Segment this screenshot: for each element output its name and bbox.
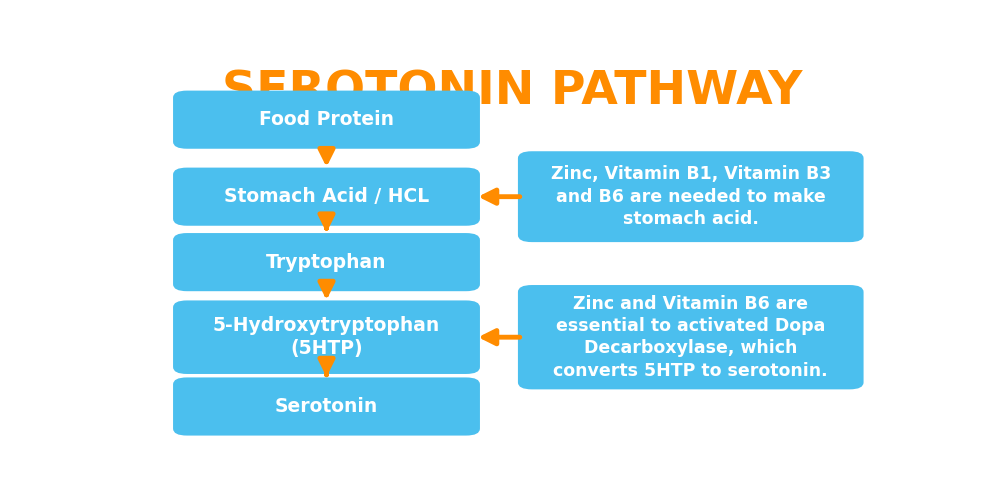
FancyBboxPatch shape (518, 285, 864, 390)
FancyBboxPatch shape (518, 151, 864, 242)
Text: 5-Hydroxytryptophan
(5HTP): 5-Hydroxytryptophan (5HTP) (213, 316, 440, 358)
Text: Tryptophan: Tryptophan (266, 252, 387, 272)
FancyBboxPatch shape (173, 300, 480, 374)
Text: Stomach Acid / HCL: Stomach Acid / HCL (224, 187, 429, 206)
Text: Serotonin: Serotonin (275, 397, 378, 416)
Text: SEROTONIN PATHWAY: SEROTONIN PATHWAY (222, 70, 803, 114)
Text: Zinc and Vitamin B6 are
essential to activated Dopa
Decarboxylase, which
convert: Zinc and Vitamin B6 are essential to act… (553, 295, 828, 380)
FancyBboxPatch shape (173, 90, 480, 148)
FancyBboxPatch shape (173, 168, 480, 226)
Text: Food Protein: Food Protein (259, 110, 394, 129)
Text: Zinc, Vitamin B1, Vitamin B3
and B6 are needed to make
stomach acid.: Zinc, Vitamin B1, Vitamin B3 and B6 are … (551, 166, 831, 228)
FancyBboxPatch shape (173, 233, 480, 291)
FancyBboxPatch shape (173, 378, 480, 436)
